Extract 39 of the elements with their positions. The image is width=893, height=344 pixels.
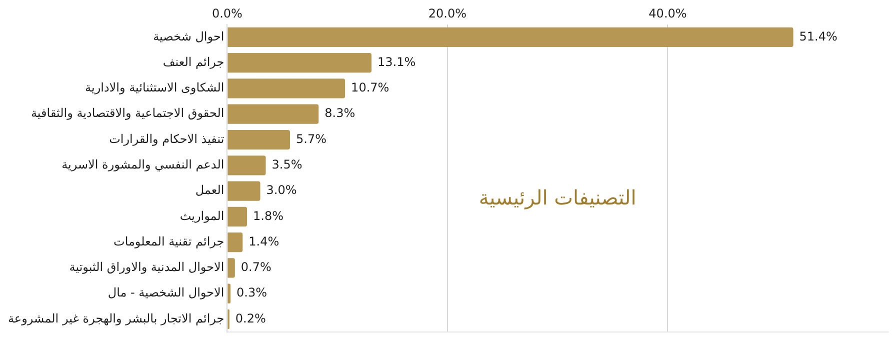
data-label: 1.8% (253, 208, 284, 223)
y-tick-label: جرائم تقنية المعلومات (114, 234, 224, 248)
data-label: 51.4% (799, 29, 838, 44)
bar (228, 156, 266, 176)
y-tick-label: الشكاوى الاستثنائية والادارية (85, 80, 224, 95)
data-label: 3.0% (266, 183, 297, 198)
bar (228, 104, 319, 124)
y-tick-label: الاحوال المدنية والاوراق الثبوتية (69, 260, 224, 274)
y-tick-label: جرائم الاتجار بالبشر والهجرة غير المشروعة (8, 311, 224, 326)
data-label: 5.7% (296, 132, 326, 146)
x-tick-label: 20.0% (428, 6, 467, 20)
data-label: 3.5% (272, 158, 302, 172)
bar (228, 206, 248, 226)
bar (228, 284, 231, 304)
y-tick-label: الاحوال الشخصية - مال (108, 286, 224, 300)
bar (228, 181, 260, 201)
bar (228, 27, 794, 48)
y-tick-label: احوال شخصية (153, 29, 224, 44)
data-label: 10.7% (351, 80, 390, 95)
y-tick-label: العمل (195, 183, 224, 198)
data-label: 0.3% (236, 286, 268, 300)
x-tick-label: 40.0% (648, 6, 687, 20)
y-tick-label: تنفيذ الاحكام والقرارات (109, 132, 224, 146)
text: التصنيفات الرئيسية (478, 186, 636, 210)
y-tick-label: الحقوق الاجتماعية والاقتصادية والثقافية (31, 106, 224, 120)
y-tick-label: جرائم العنف (162, 54, 224, 69)
bar (228, 130, 290, 150)
y-tick-label: الدعم النفسي والمشورة الاسرية (62, 158, 224, 172)
x-tick-label: 0.0% (212, 6, 242, 20)
y-tick-label: المواريث (180, 208, 224, 223)
data-label: 1.4% (248, 234, 280, 248)
bar (228, 53, 372, 73)
bar (228, 78, 346, 98)
data-label: 8.3% (324, 106, 356, 120)
bar (228, 232, 243, 252)
data-label: 0.2% (235, 311, 266, 326)
data-label: 13.1% (377, 54, 416, 69)
data-label: 0.7% (240, 260, 272, 274)
bar (228, 258, 235, 278)
